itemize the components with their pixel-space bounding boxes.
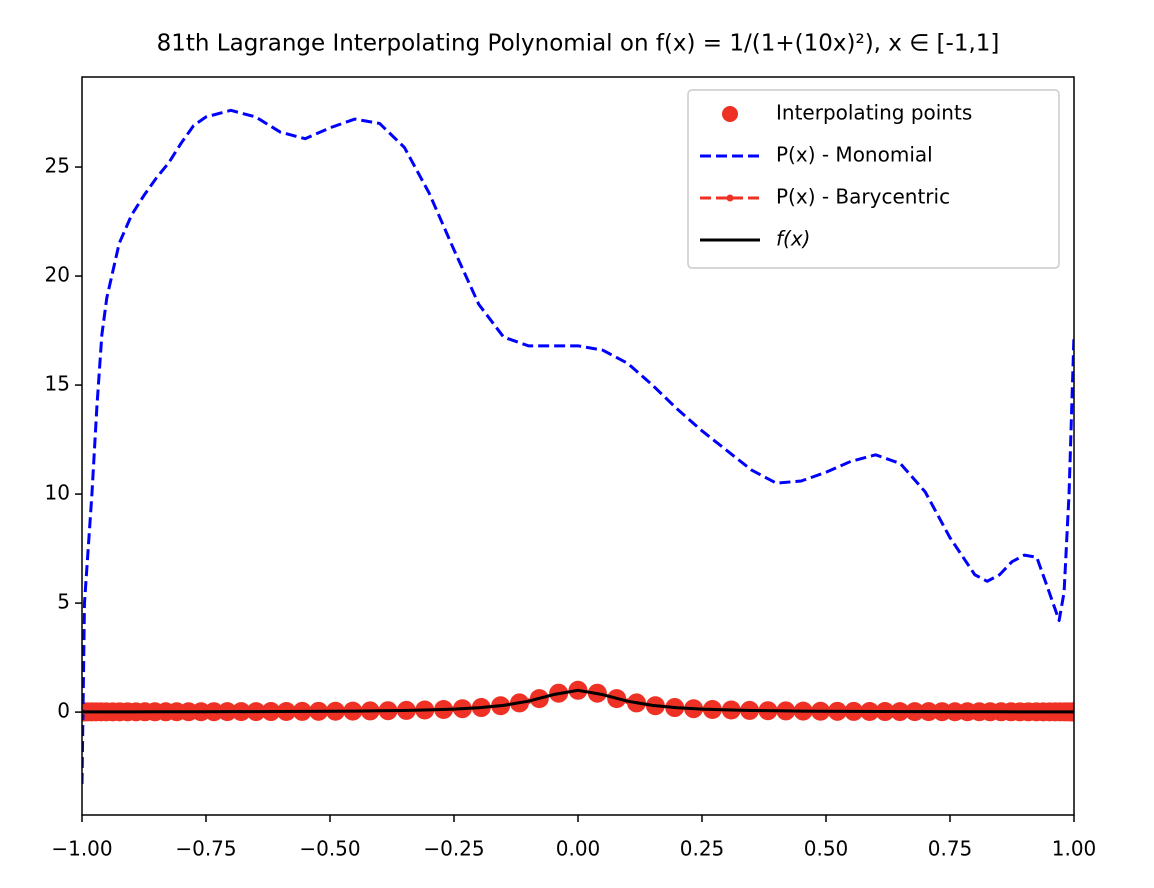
legend-label: f(x) bbox=[776, 227, 810, 251]
legend-label: Interpolating points bbox=[776, 101, 972, 125]
x-tick-label: −1.00 bbox=[51, 837, 112, 861]
x-tick-label: 0.25 bbox=[680, 837, 725, 861]
x-tick-label: −0.25 bbox=[423, 837, 484, 861]
x-tick-label: 0.75 bbox=[928, 837, 973, 861]
legend-label: P(x) - Monomial bbox=[776, 143, 933, 167]
series-line bbox=[82, 108, 1074, 785]
y-tick-label: 20 bbox=[45, 263, 70, 287]
y-tick-label: 10 bbox=[45, 481, 70, 505]
series-line bbox=[82, 688, 1074, 714]
y-tick-label: 0 bbox=[57, 699, 70, 723]
legend-marker bbox=[726, 194, 734, 202]
x-tick-label: 1.00 bbox=[1052, 837, 1097, 861]
x-tick-label: 0.00 bbox=[556, 837, 601, 861]
y-tick-label: 25 bbox=[45, 154, 70, 178]
y-tick-label: 15 bbox=[45, 372, 70, 396]
x-tick-label: 0.50 bbox=[804, 837, 849, 861]
plot-area bbox=[82, 108, 1074, 785]
legend-label: P(x) - Barycentric bbox=[776, 185, 950, 209]
legend-marker bbox=[722, 106, 738, 122]
x-tick-label: −0.75 bbox=[175, 837, 236, 861]
legend-box bbox=[687, 89, 1060, 269]
x-tick-label: −0.50 bbox=[299, 837, 360, 861]
chart-title: 81th Lagrange Interpolating Polynomial o… bbox=[157, 31, 1000, 57]
y-tick-label: 5 bbox=[57, 590, 70, 614]
